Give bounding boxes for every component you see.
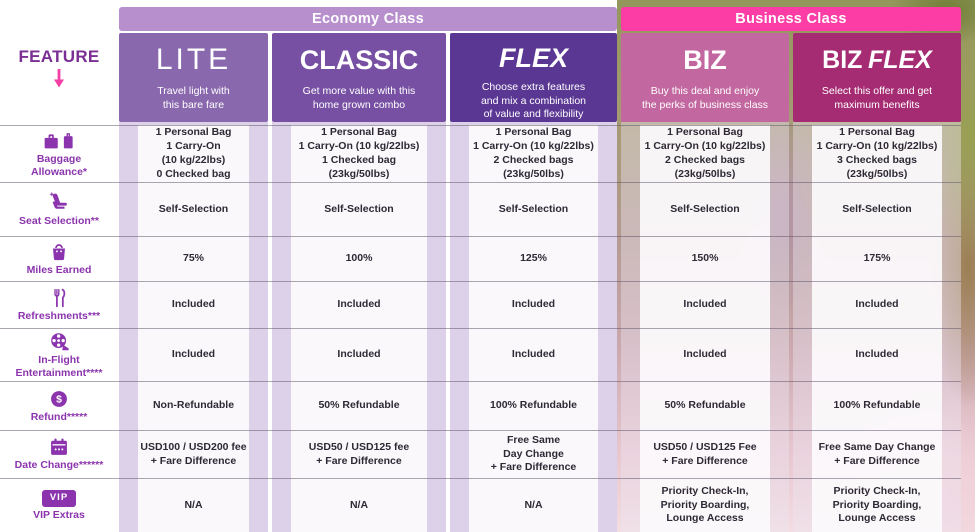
- cell-biz-vip: Priority Check-In, Priority Boarding, Lo…: [660, 484, 750, 525]
- feature-label: Baggage Allowance*: [30, 153, 88, 178]
- cell-lite-baggage: 1 Personal Bag 1 Carry-On (10 kg/22lbs) …: [155, 126, 232, 180]
- plan-name-text: BIZ: [822, 45, 863, 74]
- table-row-refund: $ Refund***** Non-Refundable 50% Refunda…: [0, 381, 961, 430]
- plan-header-bizflex: BIZ FLEX Select this offer and get maxim…: [793, 33, 961, 122]
- baggage-icon: [44, 133, 73, 149]
- cell-classic-entertainment: Included: [337, 348, 381, 361]
- feature-date-change: Date Change******: [0, 431, 118, 478]
- cell-classic-baggage: 1 Personal Bag 1 Carry-On (10 kg/22lbs) …: [298, 126, 420, 180]
- feature-label: Refreshments***: [17, 309, 101, 322]
- table-row-refreshments: Refreshments*** Included Included Includ…: [0, 281, 961, 328]
- seat-icon: [49, 192, 67, 210]
- business-class-band: Business Class: [621, 7, 961, 31]
- cell-lite-refund: Non-Refundable: [152, 399, 235, 412]
- cell-bizflex-vip: Priority Check-In, Priority Boarding, Lo…: [832, 484, 922, 525]
- cell-classic-date-change: USD50 / USD125 fee + Fare Difference: [308, 440, 410, 467]
- plan-header-biz: BIZ Buy this deal and enjoy the perks of…: [621, 33, 789, 122]
- plan-name-text: LITE: [155, 43, 232, 76]
- cell-classic-vip: N/A: [349, 498, 369, 511]
- cell-classic-refund: 50% Refundable: [318, 399, 400, 412]
- plan-name-text: CLASSIC: [299, 44, 419, 75]
- cell-bizflex-baggage: 1 Personal Bag 1 Carry-On (10 kg/22lbs) …: [816, 126, 938, 180]
- cell-lite-entertainment: Included: [171, 348, 216, 361]
- cell-bizflex-refund: 100% Refundable: [833, 399, 921, 412]
- plan-tagline-biz: Buy this deal and enjoy the perks of bus…: [641, 85, 769, 111]
- plan-name-italic-text: FLEX: [867, 45, 932, 74]
- cell-biz-baggage: 1 Personal Bag 1 Carry-On (10 kg/22lbs) …: [644, 126, 766, 180]
- cell-flex-entertainment: Included: [511, 348, 556, 361]
- cell-flex-miles: 125%: [520, 252, 547, 265]
- cell-classic-refreshments: Included: [337, 298, 381, 311]
- cell-lite-vip: N/A: [184, 498, 203, 511]
- feature-label: VIP Extras: [33, 508, 85, 521]
- table-row-entertainment: In-Flight Entertainment**** Included Inc…: [0, 328, 961, 381]
- cell-bizflex-seat: Self-Selection: [842, 202, 912, 215]
- cell-biz-refreshments: Included: [683, 298, 727, 311]
- cell-lite-miles: 75%: [182, 252, 204, 265]
- feature-label: Seat Selection**: [19, 215, 99, 228]
- plan-header-flex: FLEX Choose extra features and mix a com…: [450, 33, 617, 122]
- table-row-miles-earned: Miles Earned 75% 100% 125% 150% 175%: [0, 236, 961, 281]
- plan-name-flex: FLEX: [499, 40, 568, 76]
- plan-name-lite: LITE: [156, 40, 231, 80]
- plan-header-classic: CLASSIC Get more value with this home gr…: [272, 33, 446, 122]
- cell-flex-vip: N/A: [524, 498, 543, 511]
- cell-bizflex-miles: 175%: [863, 252, 891, 265]
- cell-lite-seat: Self-Selection: [158, 202, 229, 215]
- economy-class-band: Economy Class: [119, 7, 617, 31]
- feature-column-title: FEATURE: [18, 47, 100, 66]
- cell-bizflex-refreshments: Included: [855, 298, 899, 311]
- cell-lite-date-change: USD100 / USD200 fee + Fare Difference: [140, 440, 247, 467]
- plan-header-lite: LITE Travel light with this bare fare: [119, 33, 268, 122]
- down-arrow-icon: [0, 69, 118, 88]
- miles-earned-icon: [53, 244, 65, 261]
- plan-name-biz: BIZ: [683, 40, 727, 80]
- table-row-baggage: Baggage Allowance* 1 Personal Bag 1 Carr…: [0, 125, 961, 182]
- feature-vip-extras: VIP VIP Extras: [0, 479, 118, 532]
- feature-label: In-Flight Entertainment****: [15, 354, 103, 379]
- feature-label: Miles Earned: [26, 263, 92, 276]
- plan-tagline-flex: Choose extra features and mix a combinat…: [480, 81, 587, 121]
- cell-flex-refreshments: Included: [511, 298, 556, 311]
- plan-name-text: BIZ: [683, 44, 727, 75]
- cell-lite-refreshments: Included: [171, 298, 216, 311]
- table-row-seat-selection: Seat Selection** Self-Selection Self-Sel…: [0, 182, 961, 236]
- cell-biz-miles: 150%: [691, 252, 719, 265]
- cell-biz-refund: 50% Refundable: [664, 399, 746, 412]
- plan-name-bizflex: BIZ FLEX: [822, 40, 932, 80]
- feature-refund: $ Refund*****: [0, 382, 118, 430]
- vip-icon: VIP: [42, 489, 76, 507]
- plan-tagline-classic: Get more value with this home grown comb…: [302, 85, 416, 111]
- feature-refreshments: Refreshments***: [0, 282, 118, 328]
- cell-classic-seat: Self-Selection: [324, 202, 394, 215]
- plan-tagline-lite: Travel light with this bare fare: [157, 85, 230, 111]
- feature-miles-earned: Miles Earned: [0, 237, 118, 281]
- cell-classic-miles: 100%: [345, 252, 373, 265]
- cell-flex-refund: 100% Refundable: [490, 399, 577, 412]
- plan-tagline-bizflex: Select this offer and get maximum benefi…: [821, 85, 933, 111]
- feature-baggage-allowance: Baggage Allowance*: [0, 126, 118, 182]
- plan-name-italic-text: FLEX: [498, 42, 568, 73]
- feature-label: Date Change******: [14, 459, 104, 472]
- feature-label: Refund*****: [30, 410, 88, 423]
- cell-flex-date-change: Free Same Day Change + Fare Difference: [490, 433, 577, 474]
- table-row-date-change: Date Change****** USD100 / USD200 fee + …: [0, 430, 961, 478]
- plan-name-classic: CLASSIC: [300, 40, 419, 80]
- cell-flex-seat: Self-Selection: [498, 202, 569, 215]
- refund-icon: $: [51, 391, 67, 407]
- calendar-icon: [51, 438, 67, 456]
- table-row-vip-extras: VIP VIP Extras N/A N/A N/A Priority Chec…: [0, 478, 961, 532]
- cell-bizflex-entertainment: Included: [855, 348, 899, 361]
- entertainment-icon: [50, 333, 69, 351]
- cell-flex-baggage: 1 Personal Bag 1 Carry-On (10 kg/22lbs) …: [473, 126, 594, 180]
- cell-biz-entertainment: Included: [683, 348, 727, 361]
- refreshments-icon: [54, 288, 66, 308]
- dollar-symbol: $: [56, 394, 62, 405]
- cell-biz-seat: Self-Selection: [670, 202, 740, 215]
- cell-biz-date-change: USD50 / USD125 Fee + Fare Difference: [653, 440, 757, 467]
- feature-seat-selection: Seat Selection**: [0, 183, 118, 236]
- cell-bizflex-date-change: Free Same Day Change + Fare Difference: [818, 440, 936, 467]
- feature-entertainment: In-Flight Entertainment****: [0, 329, 118, 381]
